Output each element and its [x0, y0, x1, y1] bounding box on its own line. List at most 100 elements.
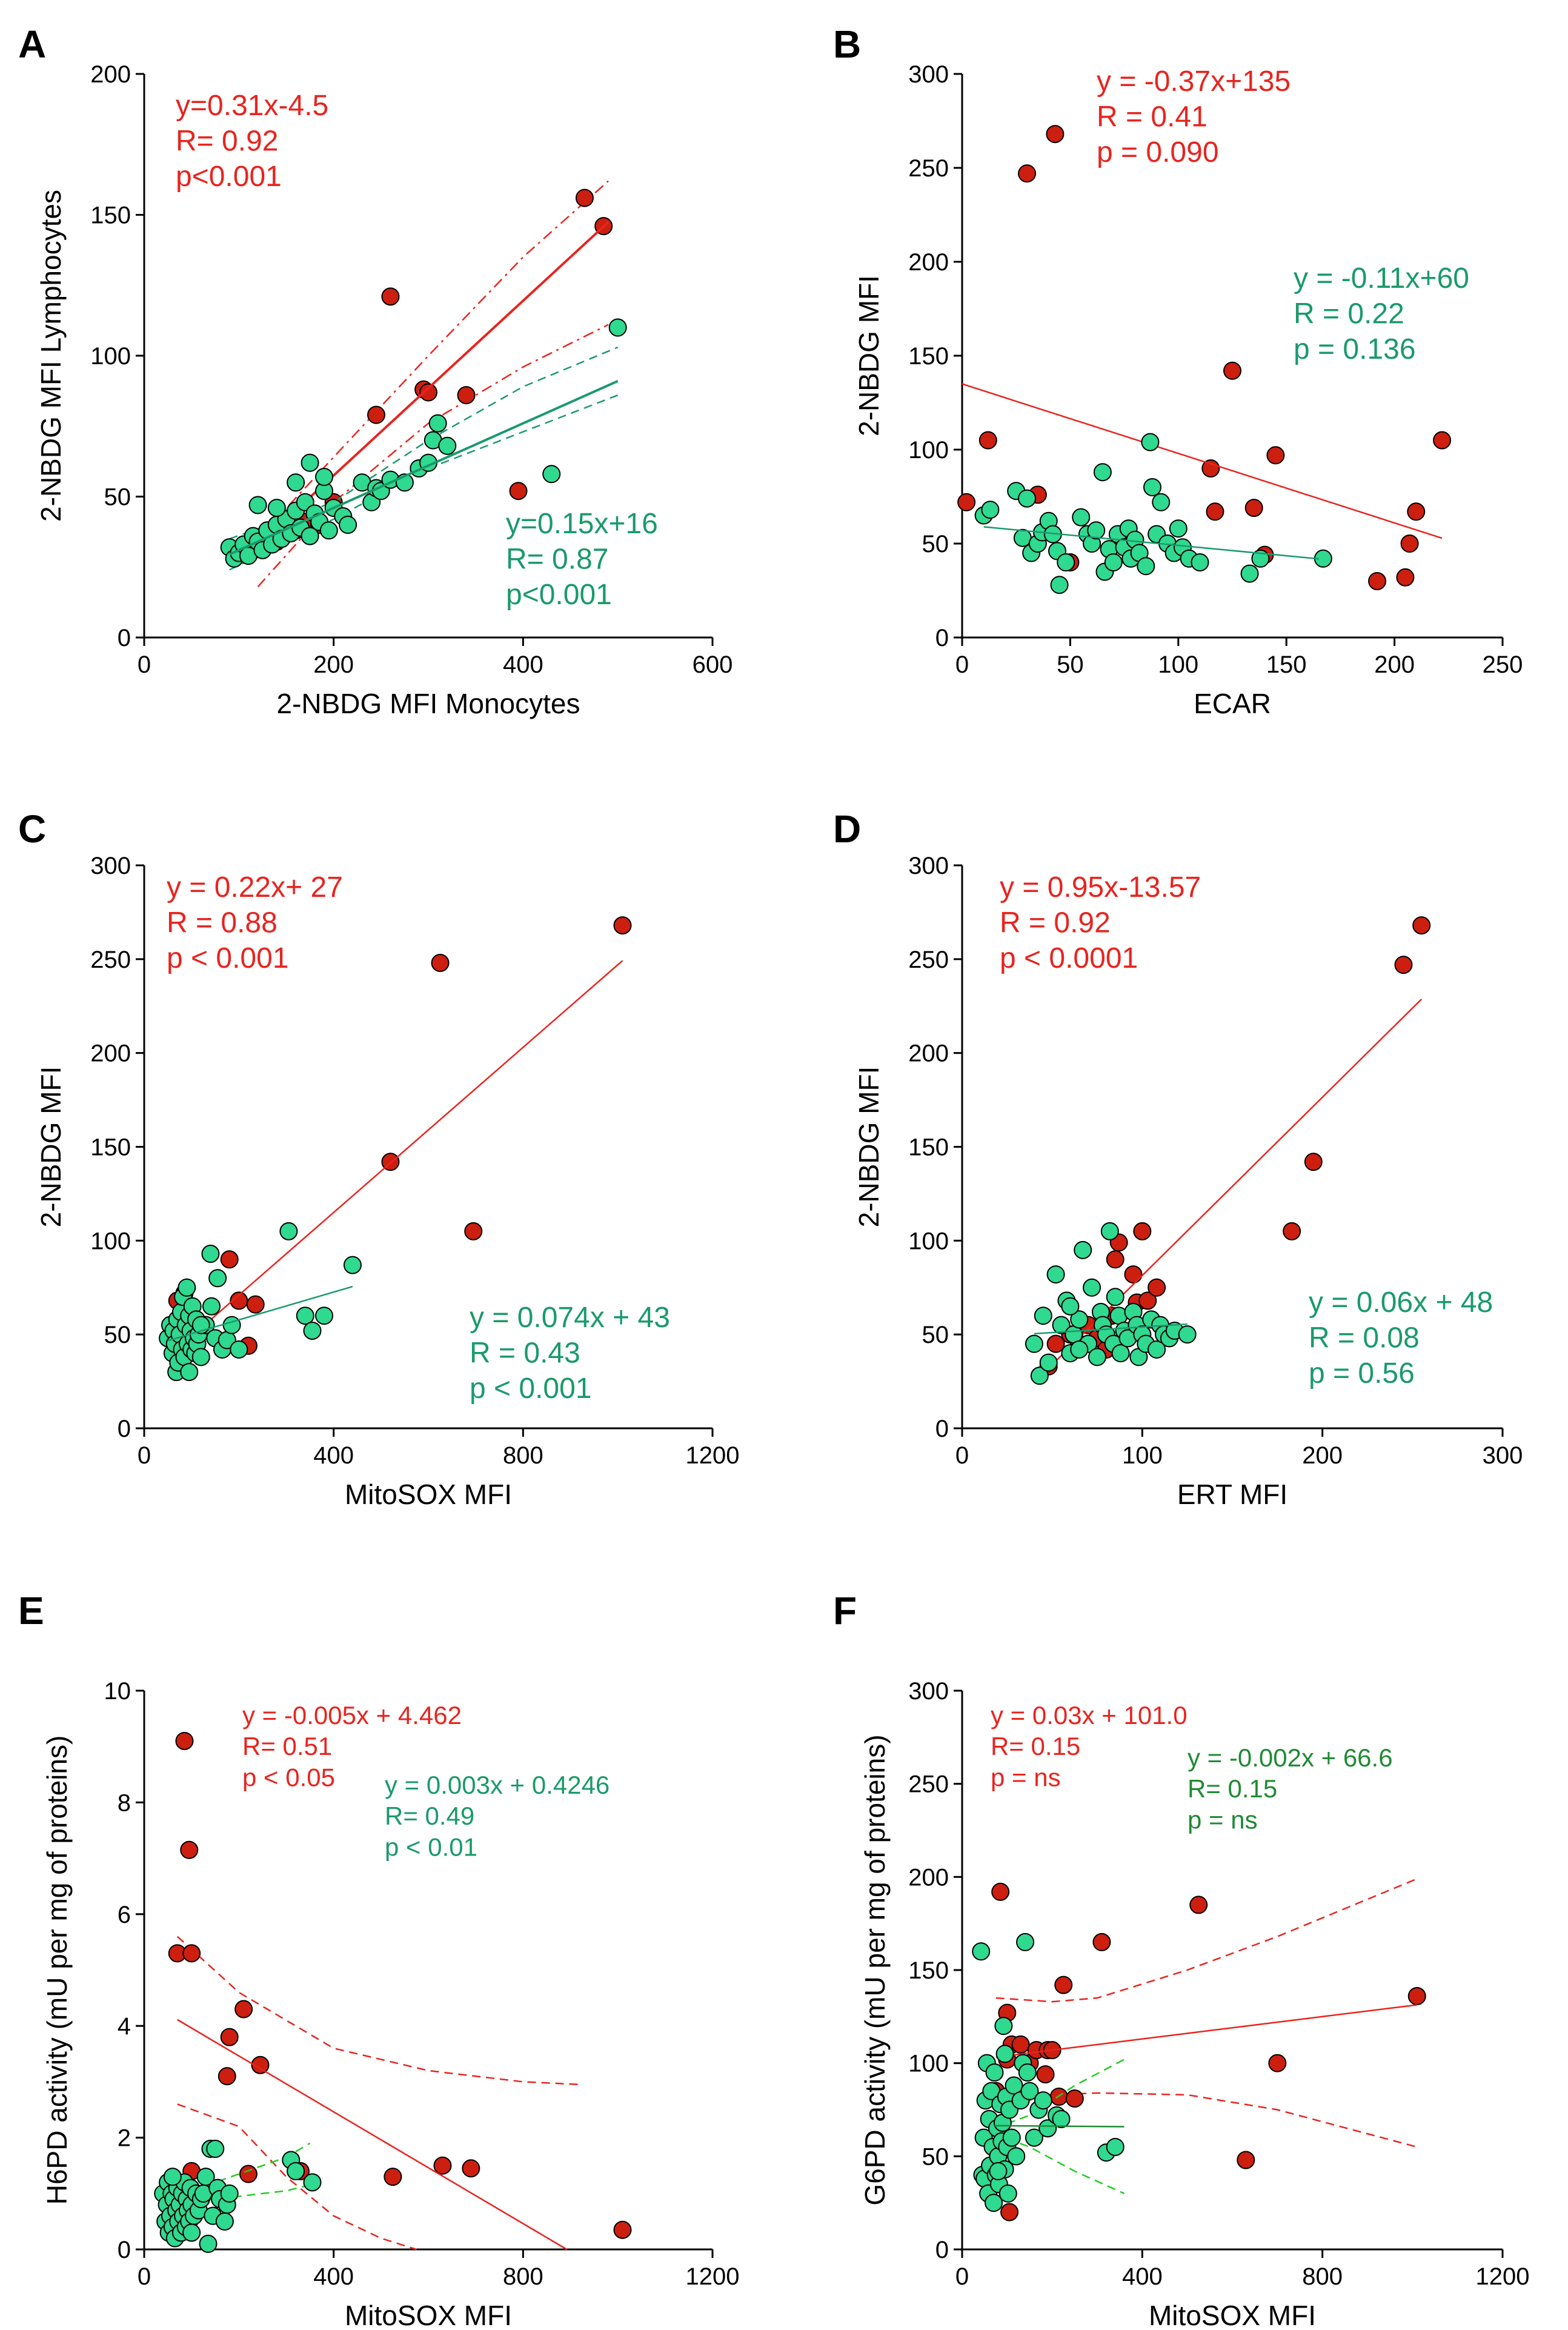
green-data-point	[1104, 553, 1123, 571]
green-data-point	[1100, 1222, 1119, 1240]
y-tick-label: 0	[935, 1416, 949, 1442]
red-annotation-line: R = 0.92	[1000, 907, 1111, 939]
y-tick-label: 50	[922, 2143, 949, 2170]
red-data-point	[1283, 1222, 1301, 1240]
red-ci-upper	[995, 1878, 1418, 2003]
red-data-point	[1407, 502, 1426, 521]
green-data-point	[287, 2162, 305, 2180]
x-axis-label: MitoSOX MFI	[345, 2300, 512, 2327]
green-data-point	[1002, 2128, 1021, 2147]
x-axis-label: MitoSOX MFI	[1149, 2300, 1316, 2327]
green-data-point	[196, 2168, 215, 2186]
panel-label: E	[18, 1589, 44, 1633]
red-data-point	[1054, 1976, 1073, 1994]
y-tick-label: 300	[908, 1678, 949, 1705]
red-data-point	[1400, 534, 1419, 553]
green-data-point	[1070, 1340, 1089, 1359]
red-annotation-line: p < 0.0001	[1000, 942, 1138, 974]
green-data-point	[1191, 553, 1209, 571]
x-tick-label: 1200	[686, 1442, 740, 1469]
y-tick-label: 0	[118, 2237, 131, 2263]
red-data-point	[1124, 1265, 1143, 1284]
green-annotation-line: p < 0.01	[385, 1832, 477, 1861]
green-data-point	[199, 2234, 218, 2253]
panel-d: D 0 100 200 300 0 50 100 150 200 250 300 ERT MFI 2-NB…	[833, 807, 1523, 1510]
green-ci-lower	[191, 2184, 310, 2203]
red-data-point	[1223, 361, 1241, 380]
green-data-point	[1141, 433, 1160, 451]
red-annotation-line: y = 0.22x+ 27	[167, 871, 343, 904]
green-data-point	[1007, 2147, 1026, 2166]
y-tick-label: 100	[908, 437, 949, 464]
red-data-point	[1433, 431, 1452, 450]
red-annotation-line: y=0.31x-4.5	[176, 90, 328, 122]
red-data-point	[509, 482, 528, 501]
red-data-point	[1201, 459, 1220, 478]
red-annotation-line: y = -0.005x + 4.462	[242, 1701, 462, 1729]
green-data-point	[1072, 508, 1091, 527]
x-tick-label: 400	[503, 651, 543, 678]
green-data-point	[1240, 564, 1259, 583]
panel-e: E 0 400 800 1200 0 2 4 6 8 10 MitoSOX MFI H6PD activ…	[18, 1589, 740, 2330]
y-tick-label: 50	[104, 1322, 131, 1348]
panel-a: A 0 200 400 600 0 50 100 150 200 2-NBDG MFI Monocy…	[18, 22, 733, 719]
y-tick-label: 250	[908, 1771, 949, 1798]
x-tick-label: 1200	[686, 2263, 740, 2290]
green-data-point	[1030, 1366, 1049, 1385]
green-data-point	[208, 1269, 227, 1288]
green-data-point	[542, 465, 561, 484]
red-data-point	[1206, 502, 1224, 521]
red-data-point	[419, 383, 437, 402]
x-tick-label: 800	[1302, 2263, 1343, 2290]
red-data-point	[978, 431, 997, 450]
y-tick-label: 8	[118, 1789, 131, 1816]
green-data-point	[972, 1942, 991, 1961]
green-data-point	[428, 414, 447, 433]
green-data-point	[1039, 1353, 1058, 1372]
y-tick-label: 100	[908, 2051, 949, 2077]
y-tick-label: 2	[118, 2125, 131, 2152]
panel-b: B 0 50 100 150 200 250 0 50 100 150 200 250 300 ECAR 2-…	[833, 22, 1523, 719]
red-data-point	[457, 386, 476, 405]
red-data-point	[991, 1882, 1010, 1901]
x-tick-label: 0	[955, 1442, 969, 1469]
red-data-point	[1092, 1932, 1111, 1951]
green-data-point	[315, 467, 334, 486]
green-data-point	[1087, 521, 1106, 540]
green-data-point	[1050, 576, 1069, 594]
green-regression-line	[994, 2125, 1125, 2128]
red-ci-lower	[177, 2103, 417, 2251]
green-data-point	[303, 1321, 322, 1340]
panel-label: D	[833, 807, 861, 851]
y-tick-label: 0	[118, 625, 131, 651]
green-data-point	[180, 1363, 199, 1382]
green-data-point	[985, 2063, 1004, 2082]
green-data-point	[279, 1222, 298, 1240]
x-tick-label: 0	[955, 651, 969, 678]
red-annotation-line: p < 0.05	[242, 1763, 335, 1791]
x-tick-label: 0	[955, 2263, 969, 2290]
y-tick-label: 100	[908, 1228, 949, 1254]
red-data-point	[218, 2067, 236, 2086]
y-axis-label: 2-NBDG MFI	[35, 1067, 67, 1228]
red-data-point	[384, 2168, 402, 2186]
red-data-point	[1407, 1987, 1426, 2006]
red-data-point	[1412, 916, 1431, 935]
y-tick-label: 200	[908, 1040, 949, 1067]
y-tick-label: 50	[922, 531, 949, 558]
green-data-point	[301, 453, 319, 472]
green-data-point	[1005, 2076, 1023, 2095]
red-data-point	[1396, 568, 1415, 587]
red-data-point	[1138, 1291, 1157, 1310]
green-data-point	[1169, 519, 1188, 538]
green-data-point	[1106, 1288, 1125, 1306]
red-data-point	[464, 1222, 483, 1240]
y-tick-label: 0	[118, 1416, 131, 1442]
x-tick-label: 800	[503, 1442, 543, 1469]
x-tick-label: 300	[1483, 1442, 1523, 1469]
red-regression-line	[962, 383, 1443, 539]
y-axis-label: 2-NBDG MFI Lymphocytes	[35, 190, 67, 522]
green-data-point	[230, 1340, 248, 1359]
panel-f: F 0 400 800 1200 0 50 100 150 200 250 300 MitoSOX MF…	[833, 1589, 1529, 2330]
x-axis-label: ECAR	[1194, 688, 1271, 719]
